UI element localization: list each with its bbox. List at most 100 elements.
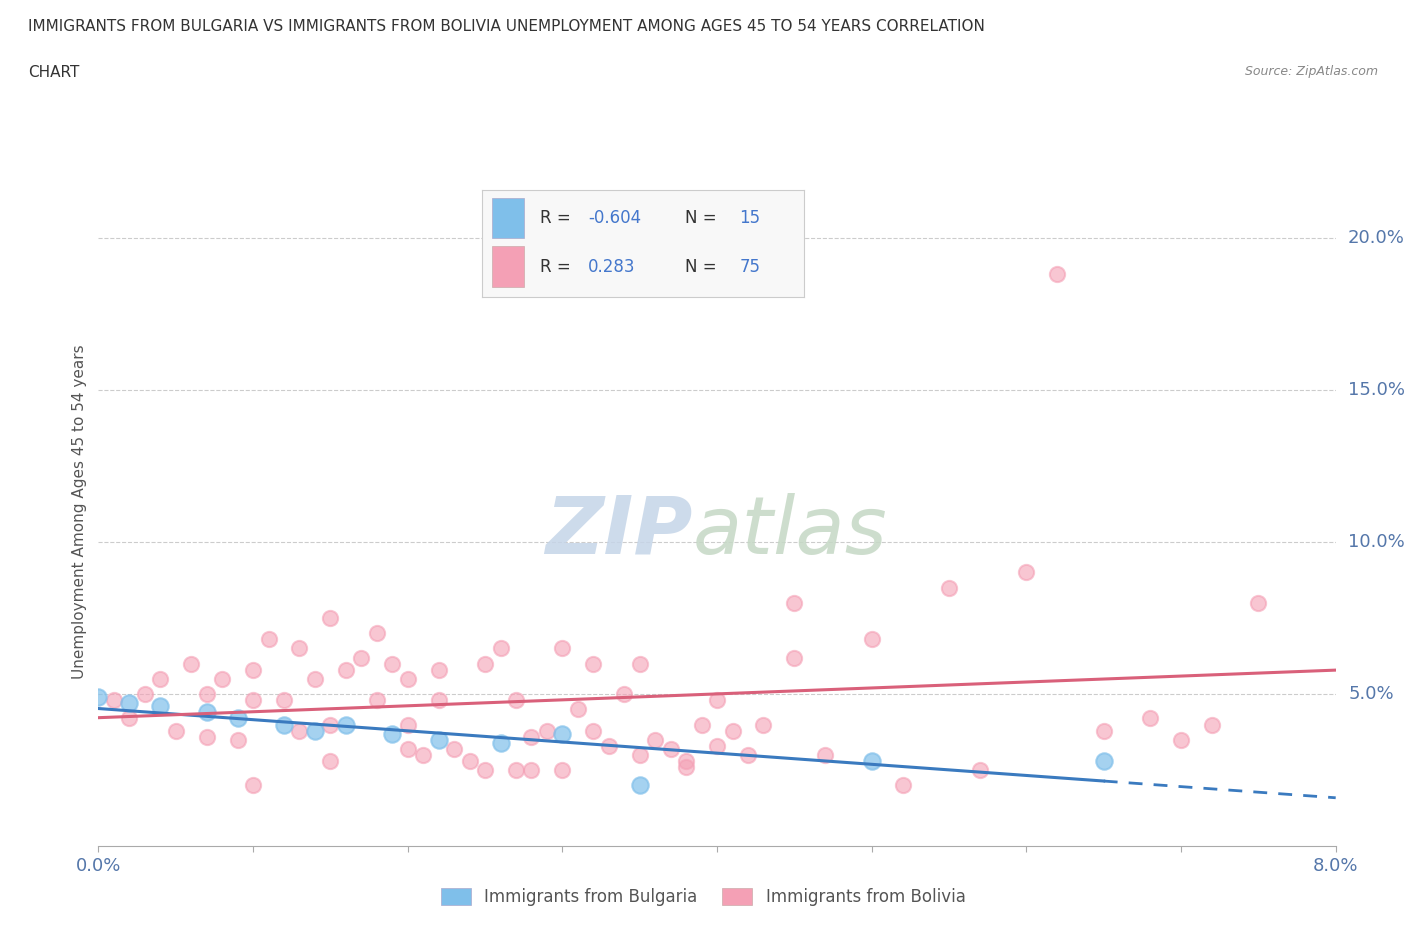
Point — [257, 631, 280, 646]
Text: 5.0%: 5.0% — [1348, 685, 1393, 703]
Point — [273, 717, 295, 732]
Point — [721, 724, 744, 738]
Point — [1201, 717, 1223, 732]
Point — [335, 717, 357, 732]
Point — [427, 662, 450, 677]
Point — [969, 763, 991, 777]
Point — [226, 711, 249, 726]
Point — [752, 717, 775, 732]
Point — [520, 763, 543, 777]
Point — [412, 748, 434, 763]
Point — [628, 778, 651, 793]
Point — [628, 748, 651, 763]
Point — [304, 724, 326, 738]
Point — [427, 732, 450, 747]
Point — [134, 686, 156, 701]
Point — [1092, 724, 1115, 738]
Point — [489, 641, 512, 656]
Point — [242, 778, 264, 793]
Point — [505, 763, 527, 777]
Point — [396, 671, 419, 686]
Point — [458, 753, 481, 768]
Point — [783, 650, 806, 665]
Point — [118, 711, 141, 726]
Text: atlas: atlas — [692, 493, 887, 571]
Point — [1247, 595, 1270, 610]
Point — [273, 693, 295, 708]
Text: 10.0%: 10.0% — [1348, 533, 1405, 551]
Point — [582, 657, 605, 671]
Point — [180, 657, 202, 671]
Point — [1170, 732, 1192, 747]
Point — [396, 741, 419, 756]
Point — [551, 763, 574, 777]
Point — [304, 671, 326, 686]
Point — [335, 662, 357, 677]
Point — [659, 741, 682, 756]
Point — [737, 748, 759, 763]
Point — [938, 580, 960, 595]
Point — [427, 693, 450, 708]
Text: 15.0%: 15.0% — [1348, 380, 1405, 399]
Point — [783, 595, 806, 610]
Point — [195, 729, 218, 744]
Point — [489, 736, 512, 751]
Point — [675, 760, 697, 775]
Point — [381, 726, 404, 741]
Point — [226, 732, 249, 747]
Point — [520, 729, 543, 744]
Point — [350, 650, 373, 665]
Point — [319, 753, 342, 768]
Point — [149, 671, 172, 686]
Point — [1139, 711, 1161, 726]
Point — [103, 693, 125, 708]
Text: IMMIGRANTS FROM BULGARIA VS IMMIGRANTS FROM BOLIVIA UNEMPLOYMENT AMONG AGES 45 T: IMMIGRANTS FROM BULGARIA VS IMMIGRANTS F… — [28, 19, 986, 33]
Point — [1092, 753, 1115, 768]
Point — [381, 657, 404, 671]
Point — [505, 693, 527, 708]
Point — [242, 662, 264, 677]
Point — [582, 724, 605, 738]
Point — [706, 738, 728, 753]
Point — [118, 696, 141, 711]
Point — [443, 741, 465, 756]
Point — [474, 657, 496, 671]
Point — [536, 724, 558, 738]
Point — [211, 671, 233, 686]
Point — [644, 732, 666, 747]
Point — [288, 641, 311, 656]
Text: CHART: CHART — [28, 65, 80, 80]
Point — [690, 717, 713, 732]
Point — [567, 702, 589, 717]
Point — [195, 686, 218, 701]
Point — [891, 778, 914, 793]
Point — [366, 693, 388, 708]
Point — [319, 611, 342, 626]
Point — [551, 726, 574, 741]
Point — [242, 693, 264, 708]
Point — [706, 693, 728, 708]
Point — [613, 686, 636, 701]
Point — [1046, 267, 1069, 282]
Y-axis label: Unemployment Among Ages 45 to 54 years: Unemployment Among Ages 45 to 54 years — [72, 344, 87, 679]
Text: ZIP: ZIP — [546, 493, 692, 571]
Point — [598, 738, 620, 753]
Point — [288, 724, 311, 738]
Text: Source: ZipAtlas.com: Source: ZipAtlas.com — [1244, 65, 1378, 78]
Point — [628, 657, 651, 671]
Point — [474, 763, 496, 777]
Point — [366, 626, 388, 641]
Point — [149, 698, 172, 713]
Text: 20.0%: 20.0% — [1348, 229, 1405, 246]
Point — [814, 748, 837, 763]
Point — [195, 705, 218, 720]
Point — [860, 631, 883, 646]
Point — [396, 717, 419, 732]
Point — [1015, 565, 1038, 579]
Point — [87, 690, 110, 705]
Point — [675, 753, 697, 768]
Point — [319, 717, 342, 732]
Point — [860, 753, 883, 768]
Point — [165, 724, 187, 738]
Point — [551, 641, 574, 656]
